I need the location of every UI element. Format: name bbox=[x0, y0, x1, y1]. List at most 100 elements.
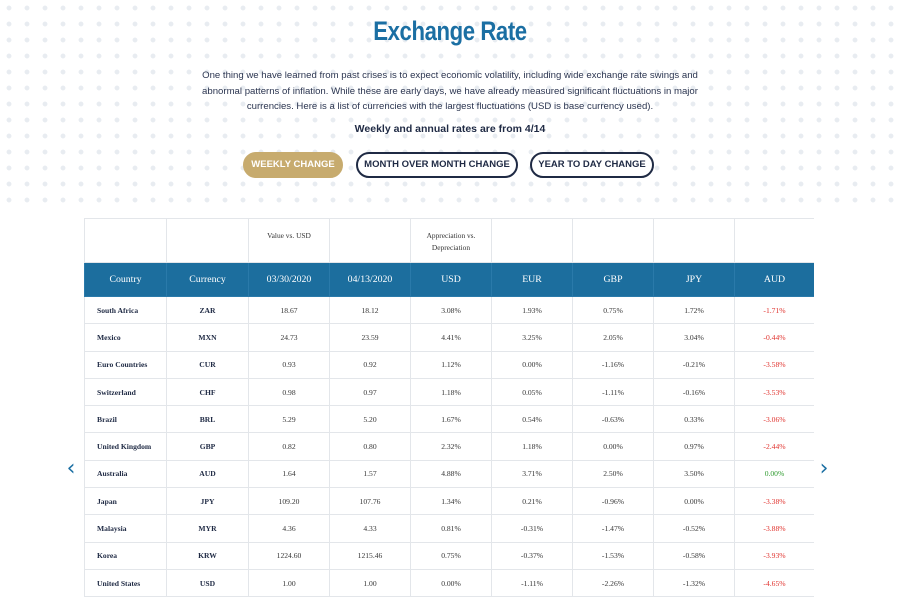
cell-gbp: -1.47% bbox=[572, 514, 654, 543]
table-subheader-row: Value vs. USD Appreciation vs. Depreciati… bbox=[84, 218, 814, 263]
cell-country: South Africa bbox=[84, 295, 167, 325]
cell-value-mar30: 0.98 bbox=[248, 377, 330, 407]
subheader-cell-value-apr13 bbox=[329, 218, 411, 263]
column-header-aud[interactable]: AUD bbox=[734, 262, 814, 297]
cell-aud: -3.53% bbox=[734, 377, 814, 407]
column-header-jpy[interactable]: JPY bbox=[653, 262, 735, 297]
cell-country: Malaysia bbox=[84, 514, 167, 543]
cell-eur: 3.25% bbox=[491, 323, 573, 352]
cell-usd: 1.34% bbox=[410, 487, 492, 516]
tab-year-to-day-change[interactable]: YEAR TO DAY CHANGE bbox=[530, 152, 654, 178]
cell-eur: 1.18% bbox=[491, 432, 573, 461]
subheader-cell-currency bbox=[166, 218, 249, 263]
rates-date-note: Weekly and annual rates are from 4/14 bbox=[354, 123, 546, 135]
page-title: Exchange Rate bbox=[373, 16, 527, 46]
cell-eur: -0.37% bbox=[491, 541, 573, 570]
cell-gbp: -1.16% bbox=[572, 350, 654, 379]
subheader-cell-jpy bbox=[653, 218, 735, 263]
cell-usd: 1.18% bbox=[410, 377, 492, 407]
cell-usd: 0.00% bbox=[410, 568, 492, 598]
cell-value-mar30: 1224.60 bbox=[248, 541, 330, 570]
column-header-country[interactable]: Country bbox=[84, 262, 167, 297]
cell-value-mar30: 0.82 bbox=[248, 432, 330, 461]
table-row: South Africa ZAR 18.67 18.12 3.08% 1.93% 0.75%… bbox=[84, 295, 814, 325]
table-row: Malaysia MYR 4.36 4.33 0.81% -0.31% -1.47% -0.5… bbox=[84, 514, 814, 543]
cell-value-apr13: 1.00 bbox=[329, 568, 411, 598]
column-header-usd[interactable]: USD bbox=[410, 262, 492, 297]
hero-section: Exchange Rate One thing we have learned … bbox=[0, 0, 900, 210]
cell-country: United States bbox=[84, 568, 167, 598]
subheader-cell-value-mar30: Value vs. USD bbox=[248, 218, 330, 263]
cell-currency: USD bbox=[166, 568, 249, 598]
cell-currency: AUD bbox=[166, 459, 249, 489]
cell-gbp: -0.96% bbox=[572, 487, 654, 516]
cell-country: Australia bbox=[84, 459, 167, 489]
table-row: Mexico MXN 24.73 23.59 4.41% 3.25% 2.05% 3.04% -… bbox=[84, 323, 814, 352]
cell-jpy: -0.58% bbox=[653, 541, 735, 570]
cell-country: Brazil bbox=[84, 405, 167, 434]
cell-jpy: 0.97% bbox=[653, 432, 735, 461]
cell-value-apr13: 0.80 bbox=[329, 432, 411, 461]
subheader-cell-country bbox=[84, 218, 167, 263]
cell-value-apr13: 107.76 bbox=[329, 487, 411, 516]
cell-aud: -1.71% bbox=[734, 295, 814, 325]
cell-value-apr13: 1.57 bbox=[329, 459, 411, 489]
cell-country: Japan bbox=[84, 487, 167, 516]
tab-weekly-change[interactable]: WEEKLY CHANGE bbox=[243, 152, 343, 178]
cell-usd: 0.81% bbox=[410, 514, 492, 543]
tab-bar: WEEKLY CHANGE MONTH OVER MONTH CHANGE YE… bbox=[0, 152, 900, 178]
cell-value-mar30: 109.20 bbox=[248, 487, 330, 516]
cell-aud: -3.38% bbox=[734, 487, 814, 516]
column-header-currency[interactable]: Currency bbox=[166, 262, 249, 297]
cell-aud: -3.06% bbox=[734, 405, 814, 434]
table-header-row: Country Currency 03/30/2020 04/13/2020 USD EU… bbox=[84, 262, 814, 297]
intro-paragraph: One thing we have learned from past cris… bbox=[202, 70, 698, 112]
cell-aud: 0.00% bbox=[734, 459, 814, 489]
cell-value-mar30: 18.67 bbox=[248, 295, 330, 325]
cell-country: Korea bbox=[84, 541, 167, 570]
cell-jpy: -0.21% bbox=[653, 350, 735, 379]
cell-currency: CUR bbox=[166, 350, 249, 379]
cell-currency: JPY bbox=[166, 487, 249, 516]
cell-jpy: -0.52% bbox=[653, 514, 735, 543]
cell-value-mar30: 1.00 bbox=[248, 568, 330, 598]
cell-jpy: -0.16% bbox=[653, 377, 735, 407]
cell-gbp: 2.50% bbox=[572, 459, 654, 489]
cell-eur: 0.00% bbox=[491, 350, 573, 379]
column-header-value-mar30[interactable]: 03/30/2020 bbox=[248, 262, 330, 297]
cell-value-mar30: 5.29 bbox=[248, 405, 330, 434]
table-row: Brazil BRL 5.29 5.20 1.67% 0.54% -0.63% 0.33% -3… bbox=[84, 405, 814, 434]
cell-gbp: 0.00% bbox=[572, 432, 654, 461]
tab-month-over-month-change[interactable]: MONTH OVER MONTH CHANGE bbox=[356, 152, 518, 178]
table-row: United States USD 1.00 1.00 0.00% -1.11% -2.26… bbox=[84, 568, 814, 598]
cell-currency: KRW bbox=[166, 541, 249, 570]
cell-currency: GBP bbox=[166, 432, 249, 461]
carousel-next-arrow-icon[interactable]: › bbox=[819, 456, 829, 481]
column-header-value-apr13[interactable]: 04/13/2020 bbox=[329, 262, 411, 297]
cell-jpy: -1.32% bbox=[653, 568, 735, 598]
table-body: South Africa ZAR 18.67 18.12 3.08% 1.93% 0.75%… bbox=[84, 295, 814, 598]
cell-eur: -0.31% bbox=[491, 514, 573, 543]
table-row: Switzerland CHF 0.98 0.97 1.18% 0.05% -1.11% -0… bbox=[84, 377, 814, 407]
cell-jpy: 1.72% bbox=[653, 295, 735, 325]
table-row: Korea KRW 1224.60 1215.46 0.75% -0.37% -1.53% -… bbox=[84, 541, 814, 570]
column-header-gbp[interactable]: GBP bbox=[572, 262, 654, 297]
cell-usd: 0.75% bbox=[410, 541, 492, 570]
subheader-cell-usd: Appreciation vs. Depreciation bbox=[410, 218, 492, 263]
cell-value-apr13: 0.92 bbox=[329, 350, 411, 379]
table-row: Euro Countries CUR 0.93 0.92 1.12% 0.00% -1.16… bbox=[84, 350, 814, 379]
cell-value-apr13: 23.59 bbox=[329, 323, 411, 352]
subheader-cell-gbp bbox=[572, 218, 654, 263]
column-header-eur[interactable]: EUR bbox=[491, 262, 573, 297]
cell-currency: MXN bbox=[166, 323, 249, 352]
carousel-prev-arrow-icon[interactable]: ‹ bbox=[66, 456, 76, 481]
cell-eur: 0.21% bbox=[491, 487, 573, 516]
cell-usd: 1.12% bbox=[410, 350, 492, 379]
cell-eur: 3.71% bbox=[491, 459, 573, 489]
cell-eur: -1.11% bbox=[491, 568, 573, 598]
cell-currency: ZAR bbox=[166, 295, 249, 325]
subheader-cell-aud bbox=[734, 218, 814, 263]
cell-country: Euro Countries bbox=[84, 350, 167, 379]
cell-aud: -0.44% bbox=[734, 323, 814, 352]
cell-gbp: -1.11% bbox=[572, 377, 654, 407]
